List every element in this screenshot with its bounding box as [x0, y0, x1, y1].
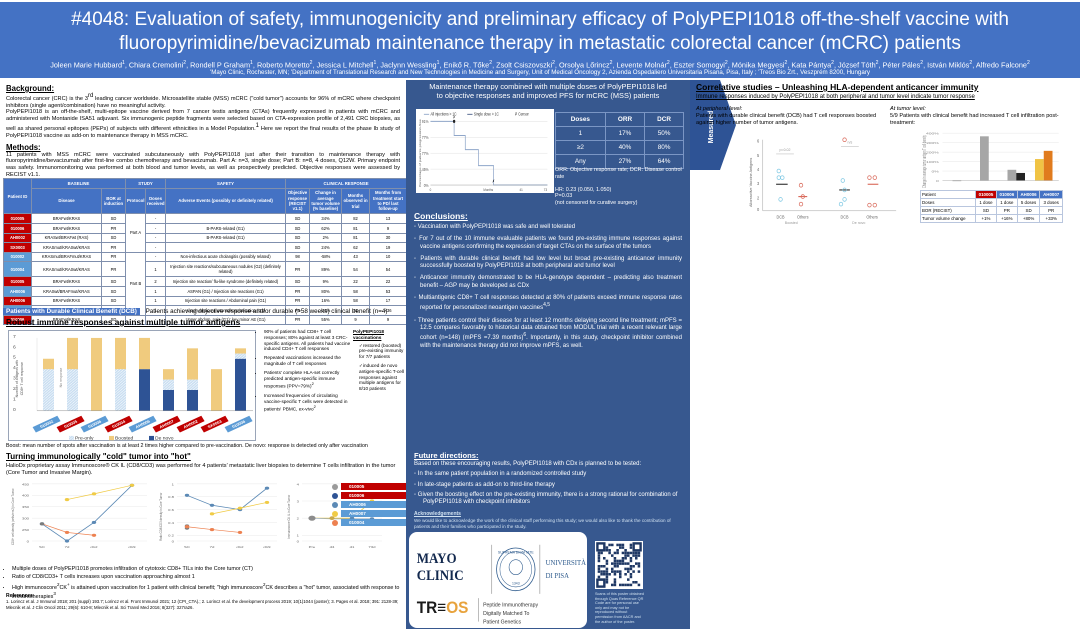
svg-text:De novo: De novo [852, 221, 865, 225]
svg-text:Alloreactive Vaccine Antigens: Alloreactive Vaccine Antigens [749, 158, 753, 207]
svg-text:3: 3 [757, 181, 760, 186]
svg-text:77%: 77% [422, 150, 429, 156]
svg-text:MAYO: MAYO [417, 550, 457, 566]
svg-text:0: 0 [430, 188, 432, 193]
svg-text:7d: 7d [65, 546, 70, 549]
svg-text:0.8: 0.8 [168, 496, 174, 499]
svg-text:250: 250 [22, 529, 29, 532]
svg-text:2: 2 [757, 195, 760, 200]
svg-text:DI PISA: DI PISA [546, 572, 570, 580]
svg-text:DCB: DCB [841, 214, 849, 219]
svg-text:Others: Others [797, 214, 808, 219]
svg-text:Patient Genetics: Patient Genetics [483, 620, 521, 626]
svg-text:Single dose > 1C: Single dose > 1C [474, 111, 499, 117]
svg-text:p=0.02: p=0.02 [780, 148, 791, 152]
svg-text:0: 0 [13, 407, 16, 412]
svg-text:0: 0 [936, 179, 940, 182]
svg-text:300%: 300% [926, 141, 939, 144]
svg-text:Number of antigens with: Number of antigens with [15, 360, 19, 397]
svg-text:350: 350 [22, 506, 29, 509]
svg-text:TR≡OS: TR≡OS [417, 598, 469, 617]
svg-text:d19: d19 [128, 546, 135, 549]
svg-text:77%: 77% [422, 135, 429, 141]
svg-text:3: 3 [297, 500, 299, 503]
svg-text:7d: 7d [210, 546, 215, 549]
svg-text:Months: Months [483, 188, 493, 193]
svg-text:200%: 200% [926, 151, 939, 154]
svg-text:✗ Censor: ✗ Censor [515, 111, 530, 117]
svg-text:No response: No response [59, 368, 63, 388]
svg-text:Percentage of patients progres: Percentage of patients progression-free [419, 119, 422, 187]
svg-text:SC: SC [184, 546, 190, 549]
svg-text:4: 4 [757, 167, 760, 172]
svg-text:41: 41 [519, 188, 522, 193]
svg-text:0.6: 0.6 [168, 509, 174, 512]
svg-text:Others: Others [866, 214, 877, 219]
svg-text:1343: 1343 [512, 581, 520, 585]
svg-text:✗: ✗ [492, 179, 495, 184]
svg-text:7: 7 [13, 334, 16, 339]
svg-text:De novo: De novo [155, 436, 174, 441]
svg-text:Peptide Immunotherapy: Peptide Immunotherapy [483, 602, 538, 608]
svg-text:0: 0 [757, 207, 760, 212]
svg-text:SUPREMA DIGNITATE: SUPREMA DIGNITATE [498, 550, 534, 554]
svg-text:Pre: Pre [309, 546, 316, 549]
svg-text:0: 0 [172, 540, 174, 543]
svg-text:0%: 0% [932, 170, 940, 173]
svg-text:1: 1 [172, 483, 174, 486]
svg-text:400: 400 [22, 494, 29, 497]
svg-text:4: 4 [297, 483, 299, 486]
svg-text:Digitally Matched To: Digitally Matched To [483, 611, 529, 617]
svg-text:45%: 45% [422, 166, 429, 172]
svg-text:n/s: n/s [848, 140, 853, 144]
svg-text:d19: d19 [263, 546, 270, 549]
svg-text:5: 5 [757, 153, 760, 158]
svg-text:d1: d1 [350, 546, 355, 549]
svg-text:d12: d12 [236, 546, 243, 549]
svg-text:73d: 73d [368, 546, 375, 549]
svg-text:✗: ✗ [453, 115, 456, 120]
svg-text:73: 73 [544, 188, 547, 193]
svg-text:91%: 91% [422, 119, 429, 125]
svg-text:d12: d12 [90, 546, 97, 549]
svg-text:SC: SC [39, 546, 45, 549]
svg-text:CD8+ cell density (cells/mm2): CD8+ cell density (cells/mm2) in Core Tu… [11, 488, 16, 545]
svg-text:5: 5 [13, 355, 16, 360]
svg-text:6: 6 [757, 138, 760, 143]
svg-text:DCB: DCB [777, 214, 785, 219]
svg-text:100%: 100% [926, 160, 939, 163]
svg-text:Boosted: Boosted [785, 221, 798, 225]
svg-text:0: 0 [27, 540, 29, 543]
svg-text:400%: 400% [926, 132, 939, 135]
svg-text:1: 1 [297, 534, 299, 537]
svg-text:UNIVERSITÀ: UNIVERSITÀ [546, 559, 587, 567]
svg-text:0.2: 0.2 [168, 534, 174, 537]
svg-text:Pre-only: Pre-only [75, 436, 94, 441]
svg-text:6: 6 [13, 345, 16, 350]
svg-text:Ratio CD8/CD3 density in Core: Ratio CD8/CD3 density in Core Tumor [159, 492, 164, 541]
svg-text:0%: 0% [424, 182, 429, 188]
svg-text:450: 450 [22, 483, 29, 486]
svg-text:300: 300 [22, 517, 29, 520]
svg-text:Boosted: Boosted [115, 436, 134, 441]
svg-text:CD8+ T cell response: CD8+ T cell response [20, 362, 24, 395]
svg-text:2: 2 [297, 517, 299, 520]
svg-text:d4: d4 [330, 546, 335, 549]
svg-text:Immunoscore CK IL in Core Tumo: Immunoscore CK IL in Core Tumor [287, 494, 292, 539]
svg-text:0.4: 0.4 [168, 521, 174, 524]
svg-text:CLINIC: CLINIC [417, 567, 464, 583]
svg-text:0: 0 [297, 540, 299, 543]
svg-text:Change in average tumor antige: Change in average tumor antigen T cell d… [921, 135, 927, 188]
